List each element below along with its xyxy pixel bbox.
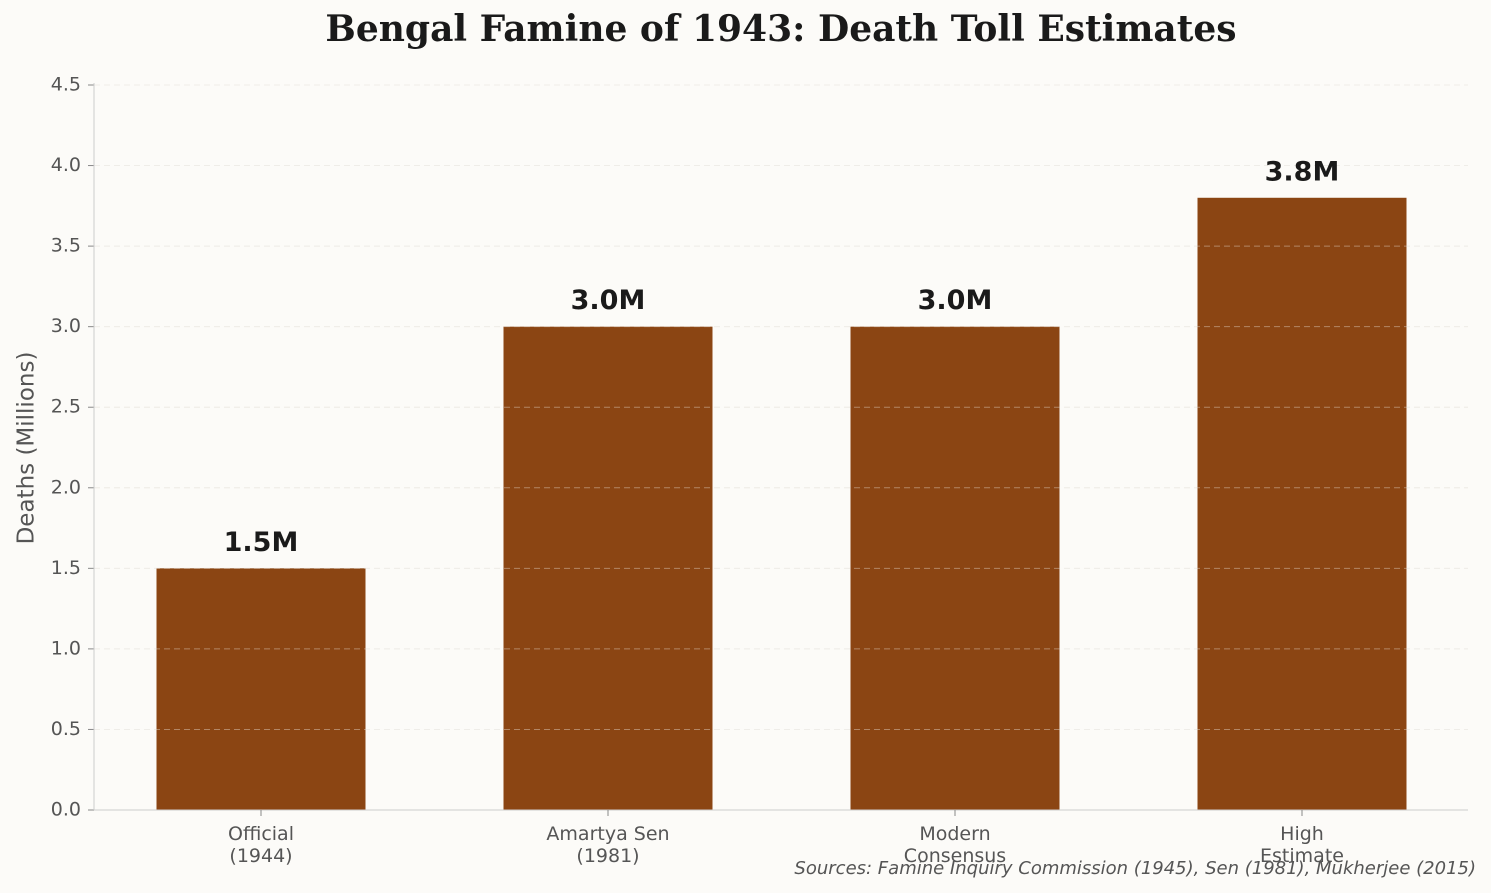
- bar: [503, 326, 713, 810]
- value-label: 3.0M: [571, 285, 646, 316]
- bar: [156, 568, 366, 810]
- x-tick-line: Modern: [919, 823, 990, 845]
- x-tick-line: (1944): [229, 845, 292, 867]
- x-tick-line: Amartya Sen: [546, 823, 669, 845]
- bar: [1197, 197, 1407, 810]
- x-tick-label: Amartya Sen (1981): [546, 823, 669, 867]
- x-tick-line: (1981): [576, 845, 639, 867]
- chart-title: Bengal Famine of 1943: Death Toll Estima…: [325, 8, 1236, 50]
- bar: [850, 326, 1060, 810]
- y-axis-label: Deaths (Millions): [14, 352, 40, 545]
- value-label: 1.5M: [224, 527, 299, 558]
- x-tick-label: High Estimate: [1260, 823, 1344, 867]
- y-tick-label: 3.5: [51, 235, 81, 257]
- x-tick-label: Modern Consensus: [904, 823, 1006, 867]
- y-tick-label: 0.0: [51, 799, 81, 821]
- y-tick-label: 1.5: [51, 557, 81, 579]
- grid-over: [94, 84, 1468, 811]
- y-tick-label: 3.0: [51, 315, 81, 337]
- y-tick-label: 2.5: [51, 396, 81, 418]
- x-tick-line: High: [1280, 823, 1324, 845]
- x-tick-line: Consensus: [904, 845, 1006, 867]
- y-tick-label: 2.0: [51, 476, 81, 498]
- value-label: 3.8M: [1265, 156, 1340, 187]
- x-tick-line: Estimate: [1260, 845, 1344, 867]
- x-tick-line: Official: [228, 823, 294, 845]
- y-tick-label: 1.0: [51, 637, 81, 659]
- bars: [156, 197, 1407, 810]
- source-note: Sources: Famine Inquiry Commission (1945…: [794, 858, 1476, 879]
- y-tick-label: 0.5: [51, 718, 81, 740]
- y-tick-label: 4.0: [51, 154, 81, 176]
- x-tick-label: Official (1944): [228, 823, 294, 867]
- value-label: 3.0M: [918, 285, 993, 316]
- y-tick-label: 4.5: [51, 74, 81, 96]
